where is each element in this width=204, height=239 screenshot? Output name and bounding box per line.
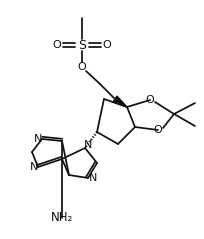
Text: N: N xyxy=(30,162,38,172)
Text: N: N xyxy=(34,134,42,144)
Text: N: N xyxy=(83,140,92,150)
Polygon shape xyxy=(113,96,126,107)
Text: O: O xyxy=(77,62,86,72)
Text: O: O xyxy=(153,125,162,135)
Text: O: O xyxy=(145,95,154,105)
Text: NH₂: NH₂ xyxy=(51,212,73,224)
Text: O: O xyxy=(102,40,111,50)
Text: N: N xyxy=(88,173,97,183)
Text: S: S xyxy=(78,38,86,51)
Text: O: O xyxy=(52,40,61,50)
